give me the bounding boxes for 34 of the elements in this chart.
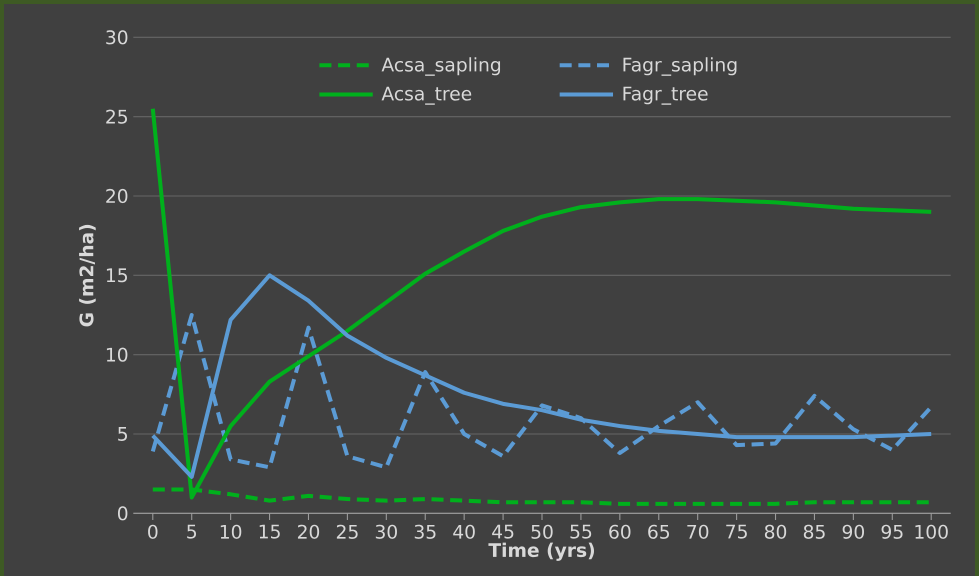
x-tick-label: 40: [453, 524, 475, 539]
y-tick-label: 20: [106, 188, 128, 204]
x-axis-title: Time (yrs): [488, 542, 594, 561]
legend-label: Acsa_tree: [382, 86, 472, 105]
y-tick-label: 30: [106, 30, 128, 44]
x-tick-label: 65: [648, 524, 670, 539]
x-tick-label: 45: [492, 524, 514, 539]
x-tick-label: 15: [260, 524, 280, 539]
y-tick-label: 5: [118, 427, 127, 441]
x-tick-label: 55: [570, 524, 592, 539]
x-tick-label: 0: [148, 524, 158, 539]
x-tick-label: 75: [726, 524, 747, 539]
x-tick-label: 70: [687, 524, 708, 539]
x-tick-label: 50: [532, 524, 553, 539]
x-tick-label: 85: [804, 524, 825, 539]
legend-label: Fagr_tree: [624, 86, 708, 105]
y-tick-label: 25: [106, 110, 127, 124]
x-tick-label: 30: [376, 524, 397, 539]
x-tick-label: 5: [187, 524, 196, 539]
y-tick-label: 15: [106, 268, 127, 282]
x-tick-label: 25: [336, 524, 358, 539]
y-tick-label: 10: [106, 348, 128, 362]
x-tick-label: 60: [609, 524, 630, 539]
legend-label: Acsa_sapling: [382, 57, 500, 76]
x-tick-label: 35: [414, 524, 436, 539]
x-tick-label: 100: [915, 524, 948, 539]
y-axis-title: G (m2/ha): [79, 224, 96, 326]
y-tick-label: 0: [118, 506, 128, 520]
x-tick-label: 20: [298, 524, 320, 539]
x-tick-label: 90: [842, 524, 864, 539]
x-tick-label: 95: [882, 524, 903, 539]
x-tick-label: 10: [220, 524, 242, 539]
x-tick-label: 80: [764, 524, 786, 539]
legend-label: Fagr_sapling: [624, 57, 736, 76]
